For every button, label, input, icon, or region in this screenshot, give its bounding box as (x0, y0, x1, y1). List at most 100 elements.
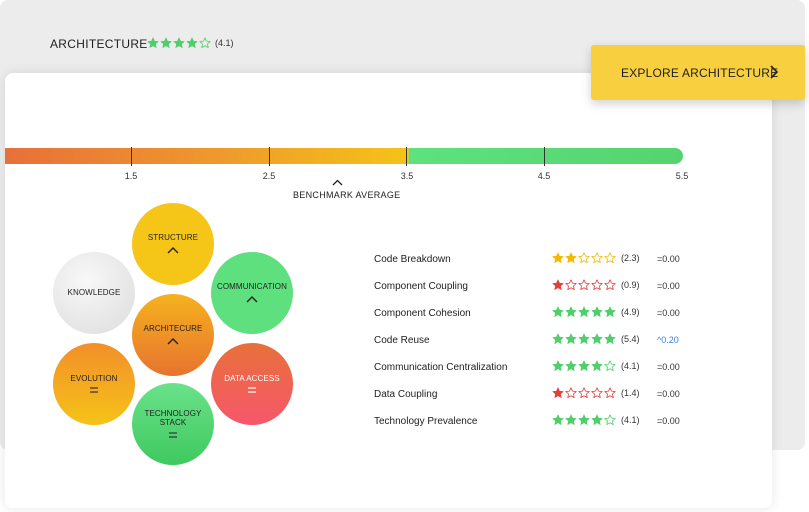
star-empty-icon (565, 279, 577, 291)
star-filled-icon (186, 37, 198, 49)
circle-technology-stack[interactable]: TECHNOLOGY STACK (132, 383, 214, 465)
star-empty-icon (591, 252, 603, 264)
metric-star-rating: (0.9) (552, 279, 640, 291)
metric-rating-value: (1.4) (621, 388, 640, 398)
metric-row[interactable]: Code Reuse (5.4) ^0.20 (374, 331, 704, 349)
metric-rating-value: (5.4) (621, 334, 640, 344)
scale-tick-label: 3.5 (400, 171, 414, 181)
star-empty-icon (565, 387, 577, 399)
star-filled-icon (591, 360, 603, 372)
metric-name: Technology Prevalence (374, 415, 478, 427)
star-filled-icon (591, 333, 603, 345)
header-rating: (4.1) (147, 37, 234, 49)
star-filled-icon (552, 333, 564, 345)
star-filled-icon (552, 414, 564, 426)
metric-row[interactable]: Communication Centralization (4.1) =0.00 (374, 358, 704, 376)
star-filled-icon (578, 333, 590, 345)
equals-icon (248, 387, 256, 393)
star-filled-icon (552, 387, 564, 399)
star-filled-icon (147, 37, 159, 49)
metric-star-rating: (4.9) (552, 306, 640, 318)
metric-star-rating: (4.1) (552, 414, 640, 426)
circle-architecture-label: ARCHITECURE (143, 323, 203, 333)
circle-communication[interactable]: COMMUNICATION (211, 252, 293, 334)
star-empty-icon (578, 252, 590, 264)
star-empty-icon (578, 279, 590, 291)
star-empty-icon (604, 414, 616, 426)
star-filled-icon (565, 360, 577, 372)
benchmark-average-label: BENCHMARK AVERAGE (293, 190, 401, 200)
scale-tick-label: 1.5 (124, 171, 138, 181)
circle-technology-stack-label: TECHNOLOGY STACK (144, 409, 202, 427)
page-title: ARCHITECTURE (50, 37, 148, 51)
circle-evolution[interactable]: EVOLUTION (53, 343, 135, 425)
scale-tick-label: 4.5 (537, 171, 551, 181)
metric-row[interactable]: Component Coupling (0.9) =0.00 (374, 277, 704, 295)
circle-architecture[interactable]: ARCHITECURE (132, 294, 214, 376)
circle-structure[interactable]: STRUCTURE (132, 203, 214, 285)
star-filled-icon (565, 333, 577, 345)
metric-star-rating: (4.1) (552, 360, 640, 372)
metric-name: Code Reuse (374, 334, 430, 346)
equals-icon (169, 432, 177, 438)
circle-evolution-label: EVOLUTION (70, 373, 118, 383)
star-filled-icon (552, 252, 564, 264)
metric-row[interactable]: Component Cohesion (4.9) =0.00 (374, 304, 704, 322)
star-empty-icon (604, 279, 616, 291)
metric-delta: =0.00 (657, 389, 680, 399)
metric-delta: =0.00 (657, 308, 680, 318)
circle-data-access-label: DATA ACCESS (224, 373, 280, 383)
star-empty-icon (604, 387, 616, 399)
star-filled-icon (565, 252, 577, 264)
star-filled-icon (604, 333, 616, 345)
metric-name: Communication Centralization (374, 361, 508, 373)
scale-tick (269, 147, 270, 166)
scale-tick (131, 147, 132, 166)
metric-delta: =0.00 (657, 254, 680, 264)
star-filled-icon (552, 360, 564, 372)
metric-row[interactable]: Data Coupling (1.4) =0.00 (374, 385, 704, 403)
metric-name: Code Breakdown (374, 253, 451, 265)
scale-tick-label: 5.5 (675, 171, 689, 181)
circle-communication-label: COMMUNICATION (216, 281, 288, 291)
metric-delta: =0.00 (657, 362, 680, 372)
star-filled-icon (591, 306, 603, 318)
star-empty-icon (578, 387, 590, 399)
explore-architecture-label: EXPLORE ARCHITECTURE (621, 65, 779, 80)
star-filled-icon (173, 37, 185, 49)
chevron-up-icon (167, 247, 179, 254)
circle-structure-label: STRUCTURE (147, 232, 199, 242)
star-filled-icon (565, 414, 577, 426)
benchmark-caret-icon (332, 179, 343, 186)
star-empty-icon (591, 279, 603, 291)
metric-rating-value: (4.9) (621, 307, 640, 317)
chevron-up-icon (246, 296, 258, 303)
circle-data-access[interactable]: DATA ACCESS (211, 343, 293, 425)
chevron-right-icon (770, 65, 779, 79)
header-rating-value: (4.1) (215, 38, 234, 48)
metric-name: Data Coupling (374, 388, 438, 400)
metric-star-rating: (2.3) (552, 252, 640, 264)
star-filled-icon (552, 279, 564, 291)
explore-architecture-button[interactable]: EXPLORE ARCHITECTURE (591, 45, 805, 100)
star-filled-icon (578, 306, 590, 318)
star-empty-icon (591, 387, 603, 399)
metric-name: Component Coupling (374, 280, 468, 292)
scale-tick (544, 147, 545, 166)
metric-delta: =0.00 (657, 416, 680, 426)
metric-row[interactable]: Technology Prevalence (4.1) =0.00 (374, 412, 704, 430)
star-filled-icon (591, 414, 603, 426)
star-filled-icon (578, 414, 590, 426)
equals-icon (90, 387, 98, 393)
metric-delta: ^0.20 (657, 335, 679, 345)
scale-tick-label: 2.5 (262, 171, 276, 181)
metric-delta: =0.00 (657, 281, 680, 291)
chevron-up-icon (167, 338, 179, 345)
circle-knowledge[interactable]: KNOWLEDGE (53, 252, 135, 334)
metric-row[interactable]: Code Breakdown (2.3) =0.00 (374, 250, 704, 268)
star-filled-icon (604, 306, 616, 318)
scale-tick (406, 147, 407, 166)
metric-rating-value: (2.3) (621, 253, 640, 263)
benchmark-scale-bar (5, 148, 683, 164)
metric-star-rating: (1.4) (552, 387, 640, 399)
